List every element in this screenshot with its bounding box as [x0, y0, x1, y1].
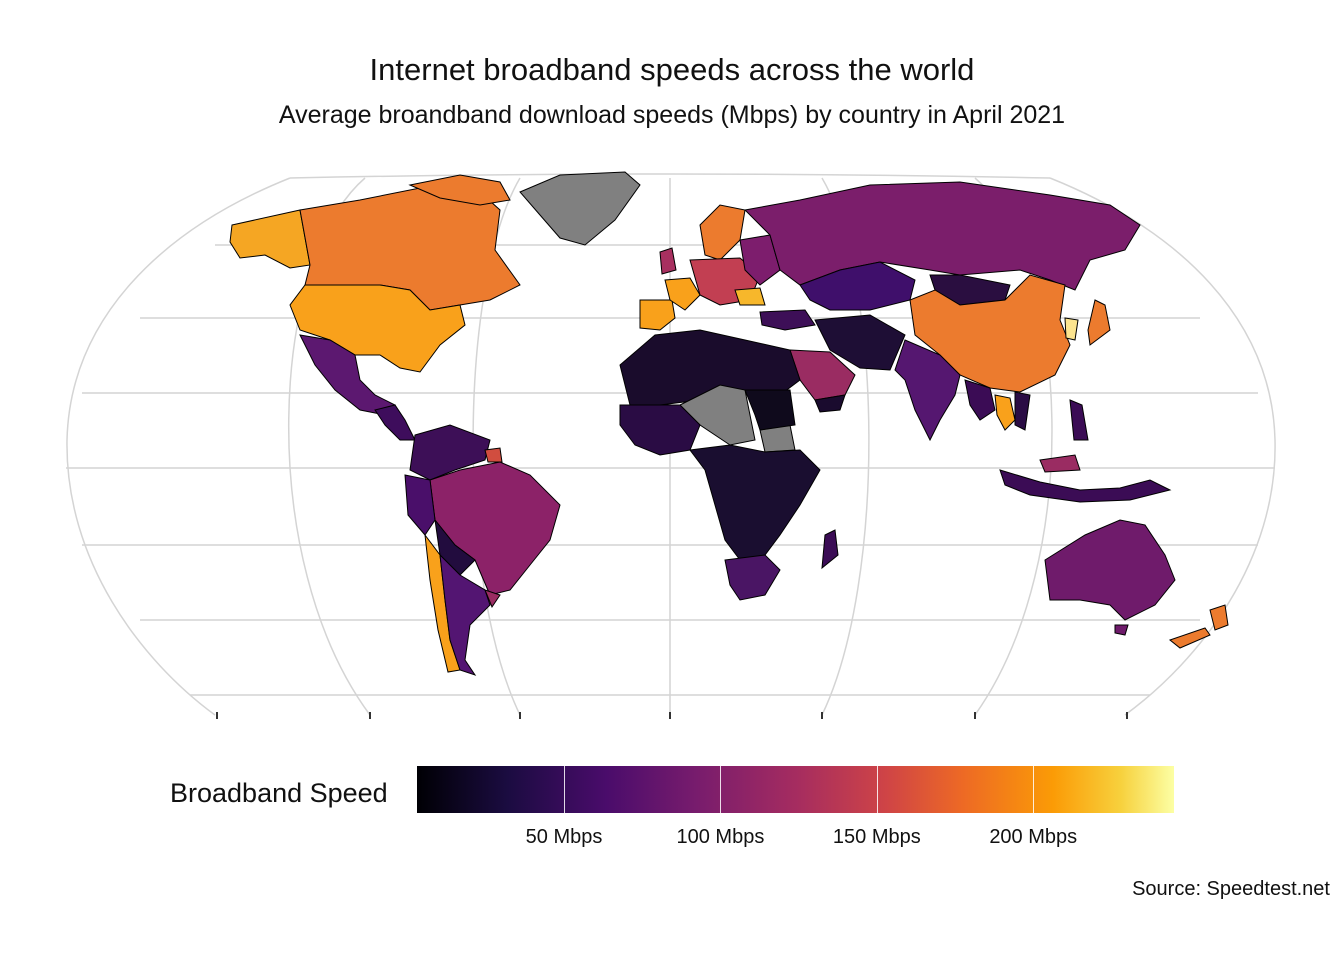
axis-ticks	[216, 712, 1128, 719]
country-sudan	[744, 389, 796, 431]
country-france	[664, 277, 701, 311]
chart-subtitle: Average broandband download speeds (Mbps…	[278, 101, 1066, 129]
legend-tick-label: 200 Mbps	[989, 826, 1078, 848]
country-turkey	[759, 309, 816, 331]
country-thailand	[994, 394, 1016, 431]
country-korea	[1064, 317, 1079, 341]
country-malaysia	[1039, 454, 1081, 473]
country-romania	[734, 287, 766, 306]
country-scandinavia	[699, 204, 746, 261]
country-usa	[289, 284, 466, 373]
country-peru	[404, 474, 436, 536]
country-canada-islands	[408, 174, 511, 206]
country-new-zealand	[1209, 604, 1229, 631]
source-caption: Source: Speedtest.net	[1132, 878, 1330, 900]
legend-tick-label: 50 Mbps	[525, 826, 603, 848]
country-bolivia	[434, 518, 476, 576]
country-japan	[1087, 299, 1111, 346]
country-indonesia	[999, 469, 1172, 503]
legend-tick-label: 100 Mbps	[676, 826, 765, 848]
country-guianas	[484, 447, 503, 463]
chart-title: Internet broadband speeds across the wor…	[369, 52, 975, 87]
country-greenland	[519, 171, 641, 246]
countries	[229, 171, 1229, 676]
legend-tick-mark	[1033, 766, 1035, 813]
country-iran	[814, 314, 906, 371]
legend-tick-mark	[564, 766, 566, 813]
country-russia	[743, 181, 1141, 291]
region-central-africa	[689, 444, 821, 561]
country-india	[894, 339, 961, 442]
country-myanmar	[964, 379, 996, 421]
legend-tick-label: 150 Mbps	[832, 826, 921, 848]
legend-tick-mark	[720, 766, 722, 813]
legend-title: Broadband Speed	[170, 778, 388, 808]
legend-tick-mark	[876, 766, 878, 813]
country-spain	[639, 299, 676, 331]
country-argentina	[439, 553, 491, 676]
country-philippines	[1069, 399, 1089, 441]
country-alaska	[229, 209, 311, 269]
country-eastern-europe	[739, 234, 781, 286]
country-vietnam	[1014, 391, 1031, 431]
country-uk	[659, 247, 677, 275]
country-tasmania	[1114, 624, 1129, 636]
country-yemen	[814, 394, 846, 413]
country-colombia-venezuela	[409, 424, 491, 481]
country-south-africa	[724, 554, 781, 601]
country-new-zealand-south	[1168, 627, 1211, 649]
country-uruguay	[484, 589, 501, 609]
legend-colorbar	[417, 766, 1174, 813]
country-central-america	[374, 404, 416, 441]
country-australia	[1044, 519, 1176, 621]
country-madagascar	[821, 529, 839, 570]
region-west-africa	[619, 404, 701, 456]
